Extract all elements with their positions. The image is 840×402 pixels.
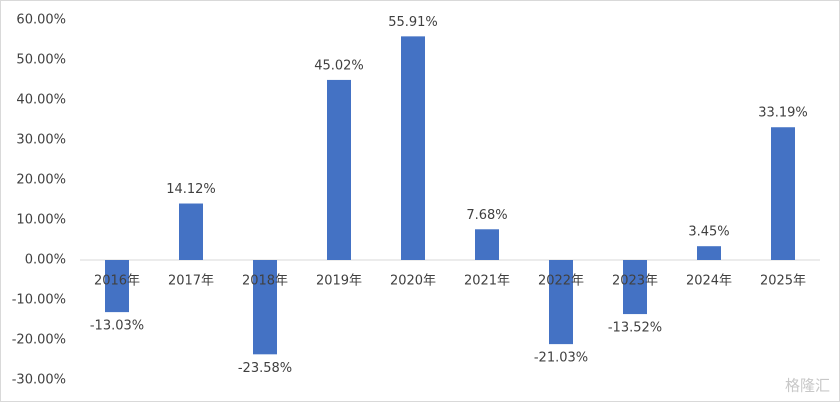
y-tick-label: 40.00% <box>16 93 66 108</box>
value-label: 55.91% <box>388 15 438 30</box>
x-tick-label: 2022年 <box>538 274 584 289</box>
x-tick-label: 2025年 <box>760 274 806 289</box>
x-tick-label: 2019年 <box>316 274 362 289</box>
y-tick-label: 20.00% <box>16 173 66 188</box>
watermark: 格隆汇 <box>785 377 830 395</box>
bar <box>697 246 721 260</box>
value-label: 45.02% <box>314 58 364 73</box>
y-tick-label: -20.00% <box>12 333 66 348</box>
value-label: -23.58% <box>238 361 292 376</box>
y-tick-label: 10.00% <box>16 213 66 228</box>
bar <box>327 79 351 260</box>
bar <box>771 127 795 261</box>
value-label: 3.45% <box>688 225 729 240</box>
x-tick-label: 2021年 <box>464 274 510 289</box>
y-tick-label: 30.00% <box>16 133 66 148</box>
bar <box>549 260 573 345</box>
y-tick-label: 60.00% <box>16 13 66 28</box>
value-label: 14.12% <box>166 182 216 197</box>
bar <box>401 36 425 260</box>
value-label: -21.03% <box>534 351 588 366</box>
bar <box>179 203 203 260</box>
x-tick-label: 2023年 <box>612 274 658 289</box>
value-label: -13.03% <box>90 319 144 334</box>
bar <box>475 229 499 260</box>
value-label: 7.68% <box>466 208 507 223</box>
y-tick-label: 50.00% <box>16 53 66 68</box>
bar <box>105 260 129 313</box>
x-tick-label: 2016年 <box>94 274 140 289</box>
bar <box>253 260 277 355</box>
y-tick-label: -10.00% <box>12 293 66 308</box>
value-label: 33.19% <box>758 106 808 121</box>
x-tick-label: 2024年 <box>686 274 732 289</box>
x-tick-label: 2017年 <box>168 274 214 289</box>
bar <box>623 260 647 315</box>
x-tick-label: 2018年 <box>242 274 288 289</box>
x-tick-label: 2020年 <box>390 274 436 289</box>
y-tick-label: 0.00% <box>25 253 66 268</box>
value-label: -13.52% <box>608 321 662 336</box>
y-tick-label: -30.00% <box>12 373 66 388</box>
